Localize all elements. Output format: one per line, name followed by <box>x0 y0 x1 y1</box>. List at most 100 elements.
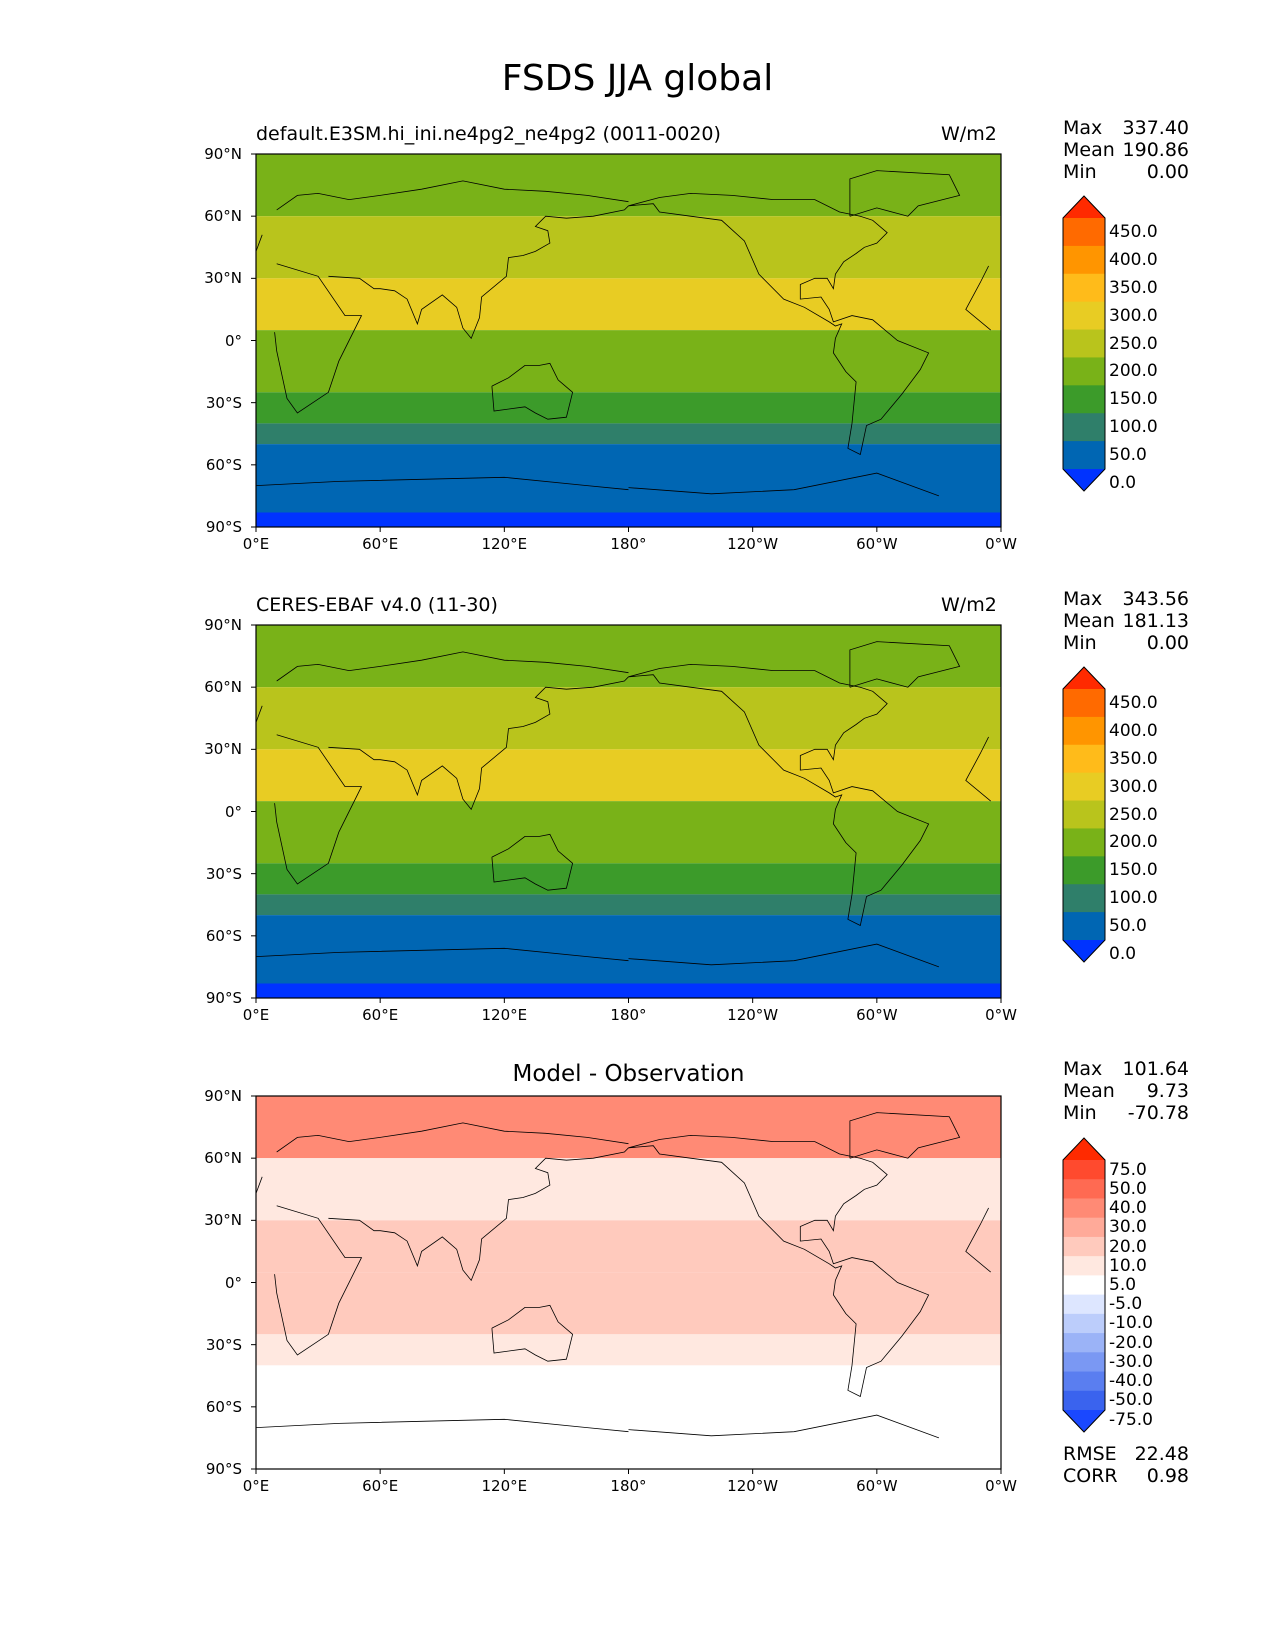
coastline <box>255 476 629 491</box>
coastline <box>965 1207 991 1273</box>
panel-3-stat-mean-value: 9.73 <box>1146 1080 1189 1102</box>
field-band <box>256 444 1001 513</box>
colorbar-segment <box>1063 884 1105 913</box>
colorbar-tick-label: 50.0 <box>1109 916 1147 937</box>
colorbar-segment <box>1063 385 1105 414</box>
figure-title: FSDS JJA global <box>501 58 774 99</box>
colorbar-extend-max <box>1063 196 1105 218</box>
colorbar-tick-label: -5.0 <box>1109 1294 1143 1315</box>
colorbar-segment <box>1063 441 1105 470</box>
lat-tick-label: 30°S <box>205 1335 242 1354</box>
panel-3-stat-rmse-value: 22.48 <box>1134 1443 1189 1465</box>
panel-3-stat-corr-label: CORR <box>1063 1465 1118 1487</box>
field-band <box>256 154 1001 217</box>
panel-3-stat-mean-label: Mean <box>1063 1080 1115 1102</box>
colorbar-panel-3 <box>1062 1137 1106 1433</box>
lat-tick-label: 90°S <box>205 518 242 536</box>
lon-tick-label: 0°E <box>242 1006 270 1024</box>
colorbar-segment <box>1063 1160 1105 1180</box>
colorbar-tick-label: 50.0 <box>1109 1178 1147 1199</box>
field-band <box>256 1220 1001 1273</box>
field-band <box>256 749 1001 802</box>
colorbar-tick-label: 150.0 <box>1109 389 1158 410</box>
colorbar-tick-label: -75.0 <box>1109 1409 1153 1430</box>
colorbar-tick-label: 20.0 <box>1109 1236 1147 1257</box>
panel-1-stat-mean-label: Mean <box>1063 139 1115 161</box>
lon-tick-label: 60°W <box>856 1006 898 1024</box>
coastline <box>274 1205 363 1356</box>
lat-tick-label: 90°S <box>205 989 242 1007</box>
lat-tick-label: 0° <box>224 802 242 821</box>
colorbar-segment <box>1063 1371 1105 1392</box>
panel-2-stat-mean-label: Mean <box>1063 610 1115 632</box>
panel-3-stat-max-label: Max <box>1063 1058 1103 1080</box>
coastline <box>628 943 940 968</box>
colorbar-tick-label: 300.0 <box>1109 305 1158 326</box>
coastline <box>849 1112 961 1159</box>
colorbar-segment <box>1063 245 1105 275</box>
coastlines-panel-2 <box>255 641 991 968</box>
lat-tick-label: 90°N <box>204 145 242 163</box>
field-band <box>256 330 1001 393</box>
panel-3-stat-rmse-label: RMSE <box>1063 1443 1117 1465</box>
colorbar-panel-2 <box>1062 666 1106 963</box>
field-band <box>256 687 1001 750</box>
colorbar-segment <box>1063 716 1105 746</box>
lon-tick-label: 120°E <box>481 1477 528 1495</box>
lon-tick-label: 120°E <box>481 1006 528 1024</box>
colorbar-tick-label: 150.0 <box>1109 860 1158 881</box>
colorbar-outline <box>1062 1137 1106 1433</box>
lon-tick-label: 180° <box>610 535 647 553</box>
panel-2-stat-max-label: Max <box>1063 588 1103 610</box>
colorbar-tick-label: 450.0 <box>1109 221 1158 242</box>
colorbar-tick-label: 100.0 <box>1109 888 1158 909</box>
colorbar-tick-label: 40.0 <box>1109 1198 1147 1219</box>
panel-3-title: Model - Observation <box>512 1061 745 1087</box>
field-band <box>256 278 1001 331</box>
field-band <box>256 512 1001 527</box>
panel-1-stat-min-value: 0.00 <box>1146 161 1189 183</box>
lon-tick-label: 0°W <box>985 1477 1017 1495</box>
field-band <box>256 983 1001 998</box>
colorbar-tick-label: 350.0 <box>1109 277 1158 298</box>
colorbar-tick-label: 250.0 <box>1109 804 1158 825</box>
lon-tick-label: 60°E <box>362 535 399 553</box>
coastline <box>255 1418 629 1433</box>
coastline <box>255 234 263 252</box>
lon-tick-label: 0°E <box>242 535 270 553</box>
colorbar-outline <box>1062 195 1106 492</box>
colorbar-tick-label: 0.0 <box>1109 472 1137 493</box>
map-field-panel-1 <box>256 154 1001 527</box>
panel-3-stat-min-value: -70.78 <box>1127 1102 1189 1124</box>
colorbar-tick-label: -50.0 <box>1109 1390 1153 1411</box>
field-band <box>256 1334 1001 1366</box>
lat-tick-label: 30°N <box>204 1211 242 1230</box>
colorbar-segment <box>1063 1313 1105 1334</box>
lon-tick-label: 120°W <box>727 535 779 553</box>
lon-tick-label: 60°E <box>362 1477 399 1495</box>
lon-tick-label: 60°W <box>856 535 898 553</box>
lon-tick-label: 180° <box>610 1477 647 1495</box>
colorbar-segment <box>1063 1333 1105 1353</box>
lon-tick-label: 60°E <box>362 1006 399 1024</box>
coastline <box>328 1147 629 1282</box>
colorbar-segment <box>1063 1352 1105 1373</box>
field-band <box>256 1158 1001 1221</box>
colorbar-extend-max <box>1063 667 1105 689</box>
colorbar-extend-max <box>1063 1138 1105 1160</box>
colorbar-segment <box>1063 828 1105 857</box>
lat-tick-label: 60°N <box>204 207 242 226</box>
colorbar-segment <box>1063 1236 1105 1257</box>
field-band <box>256 423 1001 445</box>
coastlines-panel-3 <box>255 1112 991 1439</box>
colorbar-segment <box>1063 218 1105 247</box>
coastline <box>274 734 363 885</box>
panel-1-stat-min-label: Min <box>1063 161 1097 183</box>
coastline <box>255 1176 263 1194</box>
colorbar-tick-label: -40.0 <box>1109 1371 1153 1392</box>
colorbar-tick-label: 100.0 <box>1109 417 1158 438</box>
panel-3-stat-max-value: 101.64 <box>1122 1058 1189 1080</box>
lat-tick-label: 60°S <box>205 455 242 474</box>
coastline <box>965 265 991 331</box>
colorbar-tick-label: 50.0 <box>1109 445 1147 466</box>
